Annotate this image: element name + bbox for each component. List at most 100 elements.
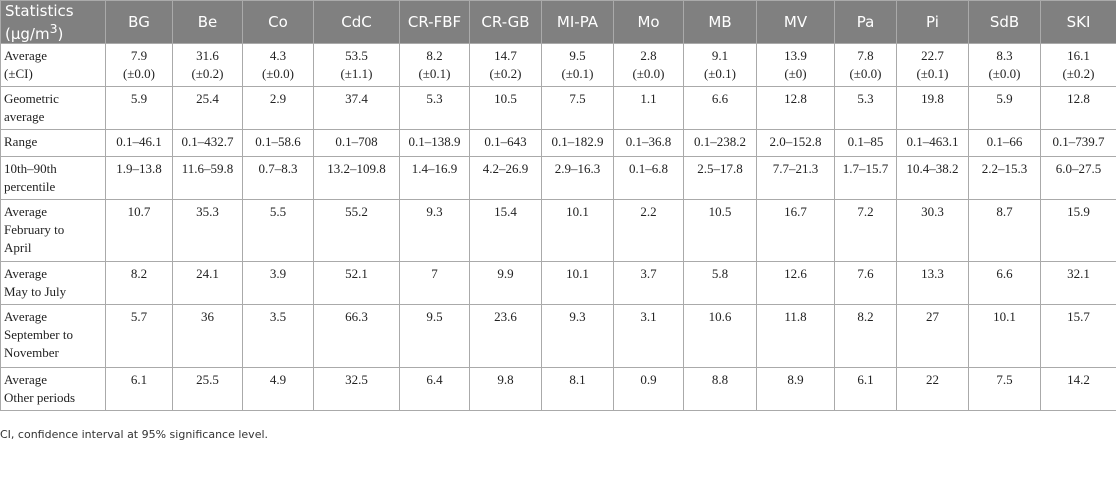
cell-text: 13.2–109.8 xyxy=(327,161,386,176)
cell-text: 0.1–463.1 xyxy=(906,134,959,149)
table-cell: 4.9 xyxy=(242,367,314,411)
table-cell: 15.9 xyxy=(1040,199,1116,262)
cell-text: 37.4 xyxy=(345,91,368,106)
cell-text: 5.9 xyxy=(996,91,1013,106)
cell-text: 0.1–739.7 xyxy=(1052,134,1105,149)
table-cell: 5.7 xyxy=(105,304,173,368)
cell-text: 10.1 xyxy=(993,309,1016,324)
cell-text: 5.5 xyxy=(269,204,287,219)
cell-text: 10.1 xyxy=(566,266,589,281)
cell-line: 53.5 xyxy=(345,48,368,63)
column-header: CdC xyxy=(313,0,400,44)
table-cell: 22 xyxy=(896,367,969,411)
cell-text: 66.3 xyxy=(345,309,368,324)
table-cell: 7.8 (±0.0) xyxy=(834,43,897,87)
table-cell: 12.8 xyxy=(1040,86,1116,130)
cell-text: 10.6 xyxy=(708,309,732,324)
cell-line: 10th–90th xyxy=(4,161,57,176)
cell-text: 15.9 xyxy=(1067,204,1090,219)
cell-text: 2.9–16.3 xyxy=(554,161,601,176)
header-text: Statistics xyxy=(5,1,74,20)
table-row: 10th–90th percentile 1.9–13.8 11.6–59.8 0.7–… xyxy=(0,156,1116,200)
column-header: Mo xyxy=(613,0,684,44)
cell-text: 8.9 xyxy=(787,372,804,387)
table-cell: 3.7 xyxy=(613,261,684,305)
table-cell: 52.1 xyxy=(313,261,400,305)
row-label: Range xyxy=(0,129,106,157)
cell-text: 2.2–15.3 xyxy=(981,161,1028,176)
table-cell: 5.3 xyxy=(834,86,897,130)
header-unit: (μg/m xyxy=(5,24,50,43)
table-row: Average February to April 10.7 35.3 5.5 55.2 9.… xyxy=(0,199,1116,262)
table-cell: 8.8 xyxy=(683,367,757,411)
table-cell: 0.1–182.9 xyxy=(541,129,614,157)
table-cell: 16.7 xyxy=(756,199,835,262)
cell-line: (±0.0) xyxy=(122,66,156,81)
cell-text: 10.7 xyxy=(127,204,151,219)
table-row: Average Other periods 6.1 25.5 4.9 32.5 6.4 9.8… xyxy=(0,367,1116,411)
cell-text: 9.3 xyxy=(426,204,443,219)
cell-line: 16.1 xyxy=(1067,48,1090,63)
table-cell: 6.6 xyxy=(968,261,1041,305)
table-cell: 25.4 xyxy=(172,86,243,130)
table-cell: 2.0–152.8 xyxy=(756,129,835,157)
table-cell: 0.1–708 xyxy=(313,129,400,157)
table-cell: 32.5 xyxy=(313,367,400,411)
cell-text: 12.6 xyxy=(784,266,807,281)
table-cell: 0.1–643 xyxy=(469,129,542,157)
table-cell: 12.8 xyxy=(756,86,835,130)
table-cell: 32.1 xyxy=(1040,261,1116,305)
table-cell: 1.9–13.8 xyxy=(105,156,173,200)
cell-line: (±0.1) xyxy=(916,66,949,81)
row-label: Geometric average xyxy=(0,86,106,130)
table-cell: 10.1 xyxy=(968,304,1041,368)
cell-line: (±0.1) xyxy=(703,66,737,81)
table-cell: 6.1 xyxy=(105,367,173,411)
table-cell: 8.3 (±0.0) xyxy=(968,43,1041,87)
table-body: Average (±CI) 7.9 (±0.0) 31.6 (±0.2) 4.3 (±0.0)… xyxy=(0,43,1116,411)
cell-line: 8.2 xyxy=(426,48,443,63)
table-row: Average May to July 8.2 24.1 3.9 52.1 7 9.9 10.1… xyxy=(0,261,1116,305)
table-cell: 2.2 xyxy=(613,199,684,262)
cell-text: 11.8 xyxy=(784,309,807,324)
table-cell: 8.7 xyxy=(968,199,1041,262)
table-cell: 36 xyxy=(172,304,243,368)
cell-line: 14.7 xyxy=(494,48,517,63)
cell-text: 22 xyxy=(926,372,939,387)
cell-line: (±CI) xyxy=(4,66,33,81)
cell-text: 0.7–8.3 xyxy=(258,161,298,176)
column-header: SdB xyxy=(968,0,1041,44)
column-header: Be xyxy=(172,0,243,44)
cell-text: 8.7 xyxy=(996,204,1013,219)
table-cell: 0.9 xyxy=(613,367,684,411)
cell-text: 0.1–58.6 xyxy=(255,134,301,149)
column-header: MI-PA xyxy=(541,0,614,44)
cell-text: 1.1 xyxy=(640,91,657,106)
cell-text: 6.1 xyxy=(130,372,148,387)
table-cell: 53.5 (±1.1) xyxy=(313,43,400,87)
cell-text: 7.5 xyxy=(569,91,586,106)
table-cell: 7.5 xyxy=(968,367,1041,411)
table-cell: 15.7 xyxy=(1040,304,1116,368)
cell-line: May to July xyxy=(4,284,67,299)
cell-text: 3.5 xyxy=(269,309,287,324)
table-cell: 6.0–27.5 xyxy=(1040,156,1116,200)
cell-text: 30.3 xyxy=(921,204,944,219)
table-cell: 24.1 xyxy=(172,261,243,305)
cell-text: 1.7–15.7 xyxy=(842,161,889,176)
table-cell: 9.8 xyxy=(469,367,542,411)
table-cell: 9.9 xyxy=(469,261,542,305)
table-cell: 6.6 xyxy=(683,86,757,130)
cell-text: 9.5 xyxy=(426,309,443,324)
table-row: Range 0.1–46.1 0.1–432.7 0.1–58.6 0.1–708 0.1… xyxy=(0,129,1116,157)
cell-text: 10.5 xyxy=(494,91,517,106)
table-cell: 3.1 xyxy=(613,304,684,368)
cell-text: 2.0–152.8 xyxy=(769,134,822,149)
cell-line: February to xyxy=(4,222,65,237)
cell-text: 0.1–432.7 xyxy=(181,134,234,149)
table-cell: 14.2 xyxy=(1040,367,1116,411)
cell-text: 6.4 xyxy=(426,372,443,387)
cell-line: (±0) xyxy=(784,66,807,81)
table-cell: 0.1–238.2 xyxy=(683,129,757,157)
